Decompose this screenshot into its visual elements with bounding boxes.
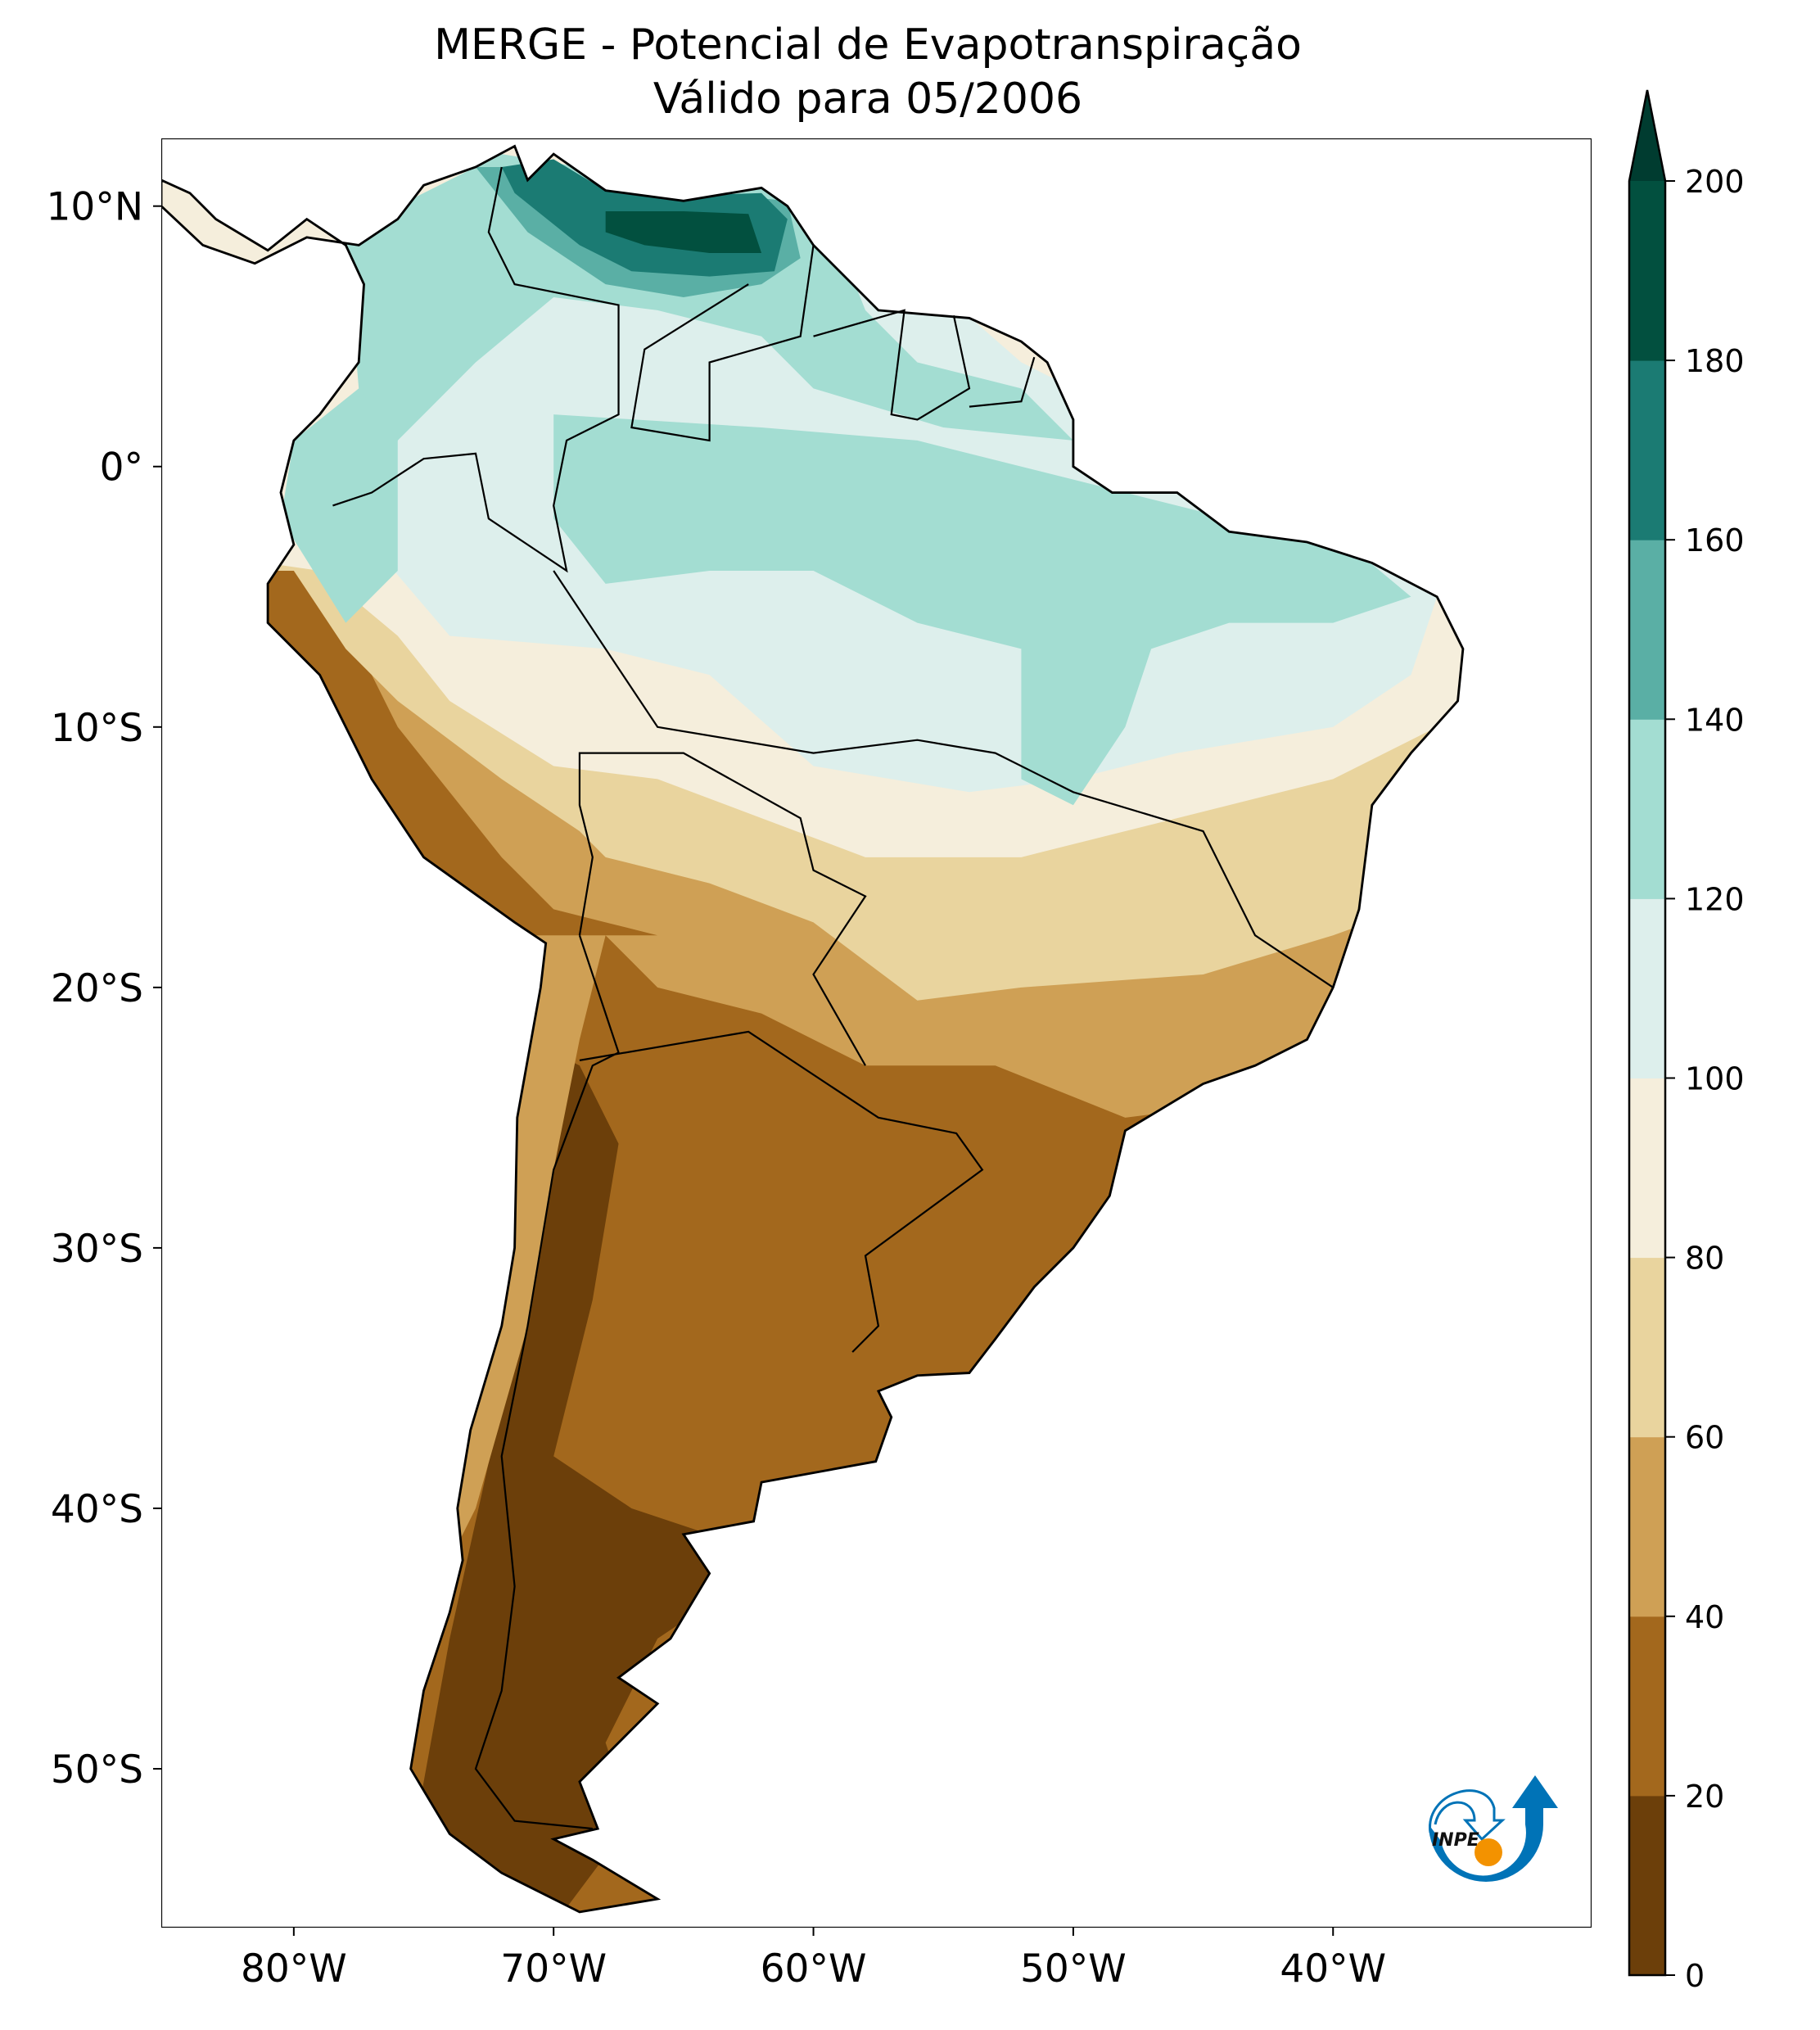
colorbar-band bbox=[1629, 540, 1665, 720]
colorbar-tick-label: 0 bbox=[1685, 1958, 1705, 1994]
band-120-140-coast bbox=[280, 388, 398, 623]
colorbar-tick-label: 140 bbox=[1685, 702, 1745, 738]
colorbar-tick-label: 120 bbox=[1685, 881, 1745, 917]
logo-arrow-outline bbox=[1429, 1789, 1506, 1842]
y-tick-label: 40°S bbox=[51, 1487, 143, 1532]
y-tick-label: 50°S bbox=[51, 1747, 143, 1793]
contour-fill bbox=[161, 146, 1463, 1912]
logo-sun bbox=[1475, 1838, 1502, 1866]
y-axis-ticks: 10°N 0° 10°S 20°S 30°S 40°S 50°S bbox=[47, 185, 161, 1793]
colorbar-band bbox=[1629, 181, 1665, 361]
inpe-logo: INPE bbox=[1429, 1775, 1558, 1882]
colorbar-tick-label: 60 bbox=[1685, 1420, 1724, 1456]
colorbar-band bbox=[1629, 898, 1665, 1078]
colorbar-band bbox=[1629, 719, 1665, 899]
colorbar-band bbox=[1629, 1795, 1665, 1976]
colorbar-tick-label: 200 bbox=[1685, 164, 1745, 200]
colorbar-band bbox=[1629, 1078, 1665, 1259]
map-plot-area bbox=[161, 138, 1592, 1928]
band-120-140-amazon bbox=[553, 414, 1411, 806]
x-tick-label: 40°W bbox=[1280, 1946, 1386, 1992]
colorbar-outline bbox=[1628, 89, 1667, 1977]
colorbar: 0 20 40 60 80 100 120 140 160 180 200 bbox=[1628, 89, 1745, 1994]
y-tick-label: 20°S bbox=[51, 966, 143, 1011]
colorbar-extend-arrow bbox=[1629, 90, 1665, 181]
band-120-140-north bbox=[345, 154, 1073, 545]
band-180-200 bbox=[605, 211, 762, 253]
colorbar-tick-label: 160 bbox=[1685, 522, 1745, 558]
x-tick-label: 60°W bbox=[761, 1946, 867, 1992]
y-tick-label: 0° bbox=[100, 445, 143, 491]
x-tick-label: 80°W bbox=[241, 1946, 347, 1992]
country-borders bbox=[332, 166, 1334, 1830]
colorbar-band bbox=[1629, 1257, 1665, 1438]
colorbar-band bbox=[1629, 360, 1665, 540]
x-axis-ticks: 80°W 70°W 60°W 50°W 40°W bbox=[241, 1928, 1386, 1992]
x-tick-label: 50°W bbox=[1020, 1946, 1127, 1992]
x-tick-label: 70°W bbox=[500, 1946, 607, 1992]
y-tick-label: 10°N bbox=[47, 185, 143, 230]
colorbar-tick-label: 180 bbox=[1685, 343, 1745, 379]
chart-title: MERGE - Potencial de Evapotranspiração bbox=[434, 20, 1302, 70]
y-tick-label: 30°S bbox=[51, 1227, 143, 1272]
colorbar-band bbox=[1629, 1436, 1665, 1617]
colorbar-tick-label: 100 bbox=[1685, 1061, 1745, 1097]
map-frame bbox=[161, 138, 1592, 1928]
logo-swoosh bbox=[1429, 1775, 1558, 1882]
colorbar-tick-label: 80 bbox=[1685, 1241, 1724, 1277]
y-tick-label: 10°S bbox=[51, 706, 143, 751]
band-0-20-andes bbox=[397, 1039, 736, 1912]
colorbar-band bbox=[1629, 1616, 1665, 1797]
logo-text: INPE bbox=[1432, 1830, 1479, 1851]
chart-subtitle: Válido para 05/2006 bbox=[653, 75, 1082, 124]
colorbar-tick-label: 40 bbox=[1685, 1599, 1724, 1635]
colorbar-tick-label: 20 bbox=[1685, 1779, 1724, 1815]
